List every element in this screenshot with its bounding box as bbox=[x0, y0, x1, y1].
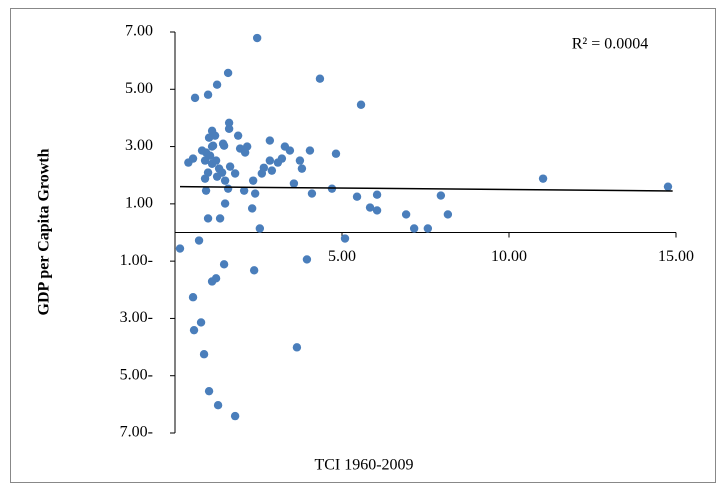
point bbox=[663, 182, 673, 191]
point bbox=[212, 172, 222, 181]
point bbox=[265, 156, 275, 165]
point bbox=[203, 214, 213, 223]
point bbox=[289, 179, 299, 188]
point bbox=[267, 166, 277, 175]
point bbox=[302, 255, 312, 264]
point bbox=[199, 350, 209, 359]
point bbox=[250, 189, 260, 198]
point bbox=[224, 124, 234, 134]
point bbox=[212, 80, 222, 89]
point bbox=[205, 151, 215, 160]
point bbox=[188, 293, 198, 302]
point bbox=[223, 68, 233, 78]
point bbox=[201, 186, 211, 195]
point bbox=[204, 386, 214, 396]
point bbox=[207, 142, 217, 151]
y-axis-title: GDP per Capita Growth bbox=[36, 148, 53, 315]
point bbox=[242, 142, 252, 151]
y-tick-label: 1.00 bbox=[125, 195, 153, 212]
point bbox=[194, 236, 204, 245]
x-axis-title: TCI 1960-2009 bbox=[314, 457, 413, 474]
point bbox=[210, 131, 220, 140]
annotation: R² = 0.0004 bbox=[572, 36, 649, 53]
y-tick-label: 5.00 bbox=[125, 80, 153, 97]
point bbox=[252, 33, 262, 43]
point bbox=[213, 401, 223, 410]
point bbox=[340, 234, 350, 243]
point bbox=[285, 146, 295, 155]
trendline bbox=[180, 185, 673, 192]
y-tick-label: 3.00- bbox=[120, 309, 153, 326]
point bbox=[292, 343, 302, 352]
point bbox=[247, 204, 257, 213]
point bbox=[295, 156, 305, 165]
point bbox=[223, 184, 233, 193]
point bbox=[230, 169, 240, 178]
point bbox=[197, 146, 207, 155]
x-tick-label: 5.00 bbox=[328, 248, 356, 265]
x-tick-label: 15.00 bbox=[658, 248, 694, 265]
point bbox=[188, 154, 198, 163]
point bbox=[277, 154, 287, 163]
point bbox=[352, 192, 362, 201]
point bbox=[224, 118, 234, 127]
y-tick-label: 5.00- bbox=[120, 366, 153, 383]
point bbox=[230, 411, 240, 421]
y-tick-label: 7.00- bbox=[120, 424, 153, 441]
point bbox=[365, 203, 375, 212]
point bbox=[175, 244, 185, 253]
x-tick-label: 10.00 bbox=[491, 248, 527, 265]
point bbox=[189, 325, 199, 335]
point bbox=[248, 176, 258, 185]
point bbox=[196, 318, 206, 327]
point bbox=[218, 139, 228, 148]
point bbox=[307, 189, 317, 198]
y-tick-label: 1.00- bbox=[120, 252, 153, 269]
y-tick-label: 7.00 bbox=[125, 23, 153, 40]
point bbox=[225, 162, 235, 171]
point bbox=[190, 93, 200, 103]
point bbox=[233, 131, 243, 140]
point bbox=[297, 164, 307, 173]
point bbox=[409, 224, 419, 233]
point bbox=[215, 214, 225, 223]
point bbox=[372, 206, 382, 215]
point bbox=[265, 136, 275, 145]
point bbox=[443, 210, 453, 219]
point bbox=[259, 163, 269, 172]
point bbox=[220, 176, 230, 185]
chart-border bbox=[10, 8, 716, 483]
point bbox=[239, 186, 249, 195]
point bbox=[401, 210, 411, 219]
point bbox=[538, 174, 548, 183]
point bbox=[436, 191, 446, 200]
point bbox=[315, 74, 325, 83]
point bbox=[423, 224, 433, 233]
point bbox=[207, 277, 217, 286]
point bbox=[305, 146, 315, 155]
point bbox=[219, 260, 229, 269]
point bbox=[220, 199, 230, 208]
point bbox=[249, 266, 259, 275]
point bbox=[211, 156, 221, 165]
point bbox=[203, 90, 213, 99]
point bbox=[255, 224, 265, 233]
point bbox=[331, 149, 341, 158]
point bbox=[200, 174, 210, 183]
y-tick-label: 3.00 bbox=[125, 137, 153, 154]
point bbox=[372, 190, 382, 199]
point bbox=[356, 100, 366, 109]
